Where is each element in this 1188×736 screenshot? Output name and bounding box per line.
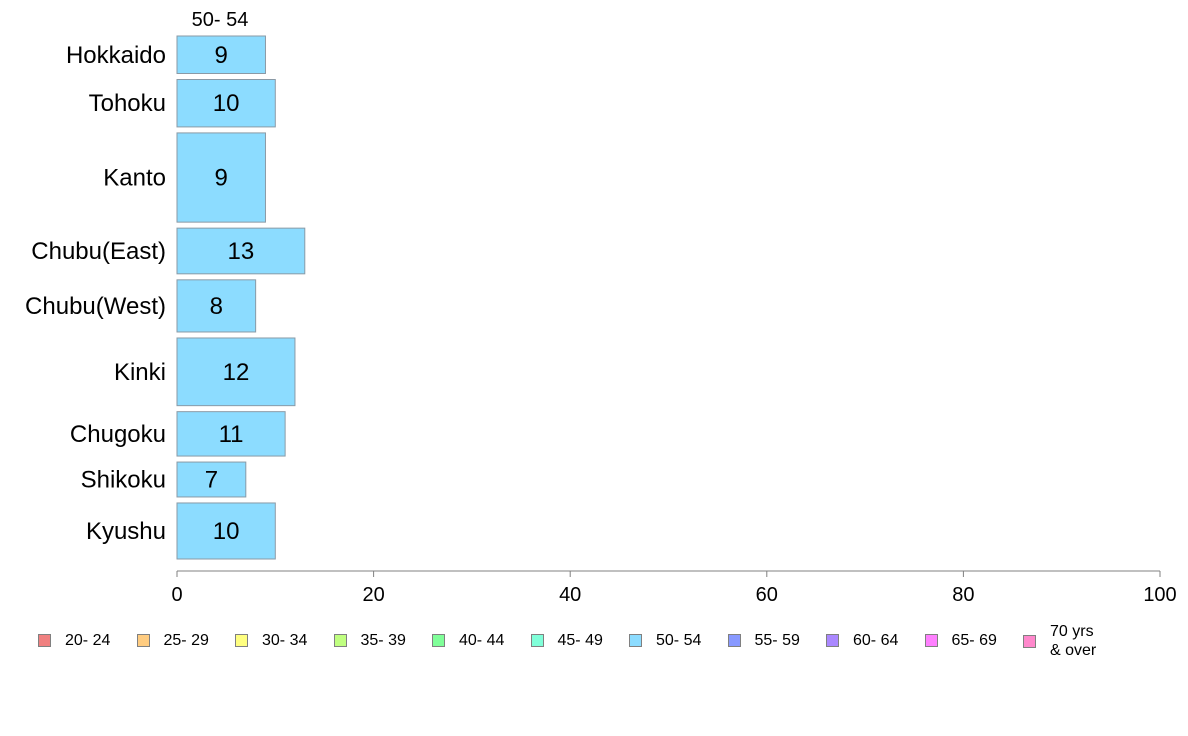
x-tick-label: 40 [559, 584, 581, 606]
legend-item: 65- 69 [924, 631, 997, 650]
legend-swatch [924, 634, 938, 647]
bar-value-label: 9 [215, 165, 228, 192]
category-label: Shikoku [81, 467, 166, 494]
bar-kanto [176, 132, 266, 223]
legend-item: 30- 34 [235, 631, 307, 650]
x-tick-label: 0 [171, 584, 182, 606]
legend-item: 40- 44 [432, 631, 504, 650]
series-label: 50- 54 [192, 9, 249, 31]
category-label: Kanto [103, 165, 166, 192]
legend-swatch [38, 634, 51, 647]
x-tick-label: 20 [362, 584, 384, 606]
legend-label: 35- 39 [360, 632, 406, 649]
bar-value-label: 12 [223, 359, 250, 386]
x-tick-label: 100 [1143, 584, 1176, 606]
legend-label: 60- 64 [853, 632, 899, 649]
legend: 20- 24 25- 29 30- 34 35- 39 40- 44 45- 49 50- … [38, 622, 1178, 666]
legend-item: 55- 59 [727, 631, 800, 650]
legend-item: 60- 64 [826, 631, 898, 650]
category-label: Chubu(East) [31, 238, 166, 265]
legend-swatch [530, 634, 544, 647]
legend-item: 70 yrs & over [1023, 622, 1096, 660]
legend-label: 50- 54 [656, 632, 702, 649]
legend-label: 30- 34 [262, 632, 308, 649]
bar-hokkaido [176, 35, 266, 74]
legend-swatch [727, 634, 741, 647]
legend-label: 20- 24 [65, 632, 111, 649]
category-label: Tohoku [89, 90, 166, 117]
legend-label: 65- 69 [951, 632, 997, 649]
legend-swatch [136, 634, 150, 647]
chart-plot: 50- 54 9 Hokkaido 10 Tohoku 9 Kanto 13 Chubu(Ea… [25, 9, 1177, 606]
category-label: Kinki [114, 359, 166, 386]
legend-swatch [1023, 634, 1036, 648]
legend-swatch [432, 634, 445, 647]
bar-value-label: 9 [215, 42, 228, 69]
legend-label: 40- 44 [459, 632, 505, 649]
bar-kinki [176, 337, 296, 407]
legend-item: 45- 49 [530, 631, 603, 650]
legend-label: 55- 59 [754, 632, 800, 649]
legend-item: 35- 39 [333, 631, 406, 650]
legend-item: 25- 29 [136, 631, 209, 650]
category-label: Hokkaido [66, 42, 166, 69]
legend-swatch [629, 634, 642, 647]
bar-shikoku [176, 461, 247, 498]
bar-value-label: 8 [210, 293, 223, 320]
legend-swatch [826, 634, 839, 647]
legend-label: 70 yrs & over [1050, 623, 1097, 659]
bar-value-label: 10 [213, 518, 240, 545]
bar-chubu-west- [176, 279, 257, 333]
x-tick-label: 60 [756, 584, 778, 606]
bar-value-label: 10 [213, 90, 240, 117]
legend-label: 25- 29 [163, 632, 209, 649]
legend-swatch [333, 634, 347, 647]
bar-chubu-east- [176, 227, 306, 275]
bar-kyushu [176, 502, 276, 560]
legend-swatch [235, 634, 248, 647]
legend-item: 50- 54 [629, 631, 701, 650]
bar-value-label: 11 [219, 421, 244, 448]
bar-value-label: 7 [205, 467, 218, 494]
bar-tohoku [176, 79, 276, 128]
bar-value-label: 13 [228, 238, 255, 265]
category-label: Kyushu [86, 518, 166, 545]
legend-item: 20- 24 [38, 631, 110, 650]
x-tick-label: 80 [952, 584, 974, 606]
category-label: Chugoku [70, 421, 166, 448]
legend-label: 45- 49 [557, 632, 603, 649]
category-label: Chubu(West) [25, 293, 166, 320]
bar-chugoku [176, 411, 286, 457]
